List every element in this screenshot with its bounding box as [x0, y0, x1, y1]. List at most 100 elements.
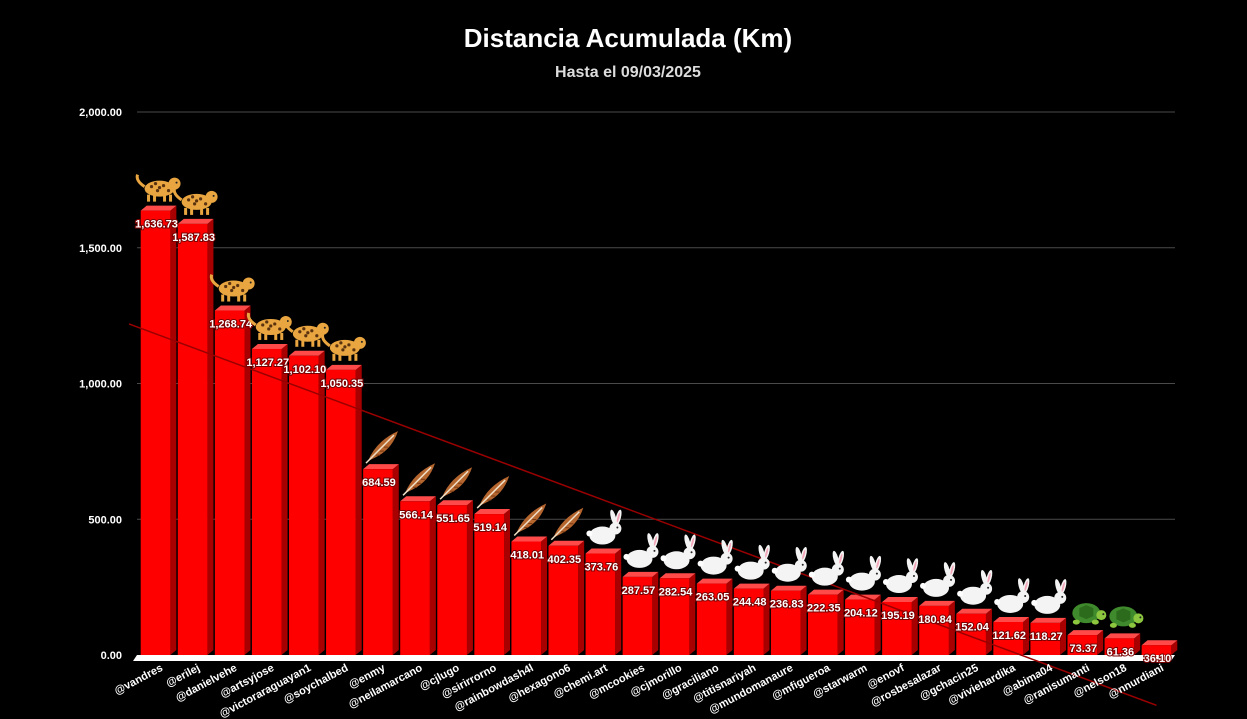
- leopard-icon: [321, 333, 366, 361]
- leopard-spot: [195, 199, 199, 203]
- bar: [511, 536, 548, 655]
- leopard-spot: [267, 327, 271, 331]
- leopard-tail: [172, 187, 183, 202]
- leopard-tail: [209, 274, 220, 288]
- rabbit-tail: [957, 590, 964, 597]
- bar: [326, 364, 362, 655]
- rabbit-head: [1017, 590, 1030, 603]
- data-label: 244.48: [733, 597, 767, 609]
- rabbit-ear: [758, 544, 765, 561]
- rabbit-head: [683, 547, 696, 560]
- rabbit-eye: [801, 563, 804, 566]
- leopard-spot: [149, 185, 154, 189]
- bar: [1141, 640, 1178, 655]
- leopard-spot: [155, 189, 160, 193]
- rabbit-ear: [906, 558, 914, 574]
- rabbit-ear: [869, 555, 877, 572]
- rabbit-head: [646, 545, 659, 558]
- leopard-spot: [261, 323, 265, 327]
- leopard-spot: [193, 202, 197, 206]
- rabbit-tail: [920, 582, 927, 589]
- bar-side: [1023, 616, 1030, 655]
- leopard-spot: [347, 343, 351, 347]
- trendline: [128, 323, 1157, 707]
- rabbit-ear-inner: [653, 536, 658, 546]
- rabbit-ear: [832, 550, 840, 567]
- bar-top: [1104, 633, 1141, 639]
- leopard-spot: [341, 348, 345, 352]
- rabbit-ear-inner: [987, 572, 991, 583]
- leopard-icon: [283, 319, 329, 347]
- leopard-spot: [166, 189, 171, 193]
- bar-front: [1104, 638, 1135, 655]
- trendline-layer: [128, 323, 1157, 707]
- rabbit-body: [811, 567, 838, 586]
- bar: [807, 589, 844, 655]
- turtle-eye: [1102, 613, 1105, 616]
- bar-front: [288, 355, 319, 655]
- leopard-leg: [280, 332, 284, 340]
- bar-top: [956, 608, 992, 614]
- data-label: 236.83: [770, 599, 804, 611]
- bar-side: [207, 218, 214, 655]
- rabbit-eye: [875, 572, 878, 575]
- leopard-icon: [135, 174, 181, 202]
- data-label: 373.76: [585, 562, 619, 574]
- rabbit-icon: [771, 546, 807, 582]
- bars: [140, 205, 1178, 655]
- rabbit-icon: [808, 550, 845, 586]
- rabbit-ear-inner: [802, 549, 806, 560]
- rabbit-body: [737, 561, 764, 580]
- bar: [363, 464, 399, 655]
- feather-shaft: [513, 506, 543, 537]
- rabbit-eye: [690, 551, 693, 554]
- feather-icon: [476, 476, 510, 509]
- turtle-leg: [1091, 619, 1099, 625]
- leopard-eye: [286, 319, 289, 322]
- x-tick-label: @soychalbed: [282, 662, 351, 706]
- rabbit-icon: [957, 569, 993, 605]
- data-label: 1,636.73: [135, 219, 178, 231]
- data-label: 684.59: [362, 477, 396, 489]
- rabbit-ear: [795, 546, 802, 563]
- data-label: 195.19: [881, 610, 915, 622]
- rabbit-ear-inner: [1024, 581, 1028, 591]
- data-label: 73.37: [1070, 643, 1098, 655]
- bar: [919, 600, 955, 655]
- bar-front: [1067, 635, 1098, 655]
- bar: [140, 205, 177, 655]
- bar-side: [911, 597, 918, 655]
- leopard-head: [242, 277, 255, 290]
- rabbit-head: [720, 552, 733, 565]
- bar-side: [1134, 633, 1141, 655]
- leopard-leg: [317, 339, 321, 347]
- data-label: 551.65: [436, 513, 470, 525]
- bar-front: [956, 613, 986, 655]
- bar-front: [1030, 622, 1061, 655]
- rabbit-head: [609, 522, 622, 535]
- bar-top: [585, 548, 622, 554]
- leopard-head: [353, 336, 366, 349]
- rabbit-tail: [660, 555, 667, 562]
- leopard-leg: [206, 207, 210, 215]
- bar-side: [874, 594, 881, 655]
- marker-icons: [135, 174, 1144, 628]
- leopard-spot: [228, 281, 232, 286]
- rabbit-body: [663, 551, 690, 570]
- y-tick-label: 500.00: [88, 514, 122, 526]
- leopard-spot: [273, 322, 277, 326]
- rabbit-ear: [980, 569, 988, 586]
- rabbit-tail: [994, 598, 1001, 605]
- feather-shaft: [365, 434, 395, 464]
- bar-front: [363, 469, 393, 655]
- feather-shaft: [550, 511, 580, 541]
- leopard-leg: [301, 339, 305, 347]
- feather-icon: [513, 503, 547, 537]
- rabbit-ear-inner: [727, 542, 732, 553]
- bar: [177, 218, 214, 655]
- leopard-spot: [204, 202, 208, 206]
- bar: [1067, 630, 1104, 655]
- data-label: 519.14: [473, 522, 508, 534]
- bar-side: [763, 583, 770, 655]
- bar-side: [1097, 630, 1104, 655]
